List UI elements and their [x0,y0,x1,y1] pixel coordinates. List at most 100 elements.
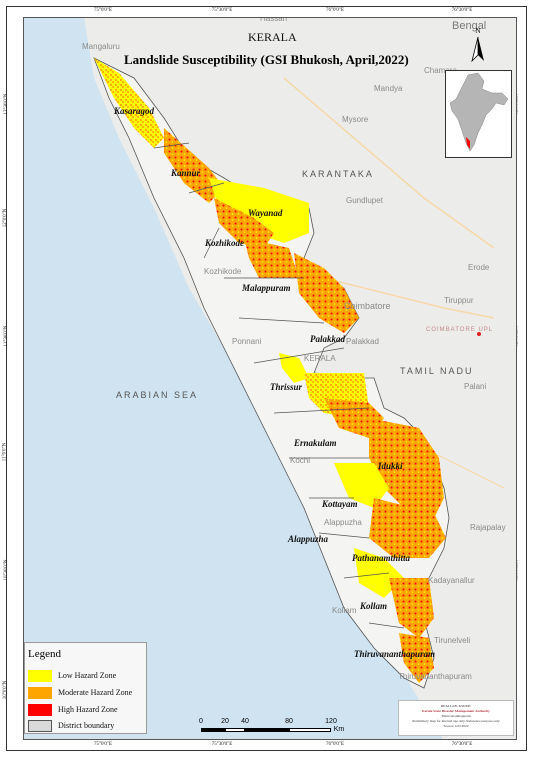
district-label-kannur: Kannur [171,168,201,178]
scale-label: 20 [221,718,229,725]
scale-segment [225,728,245,732]
label-karnataka: KARANTAKA [302,169,374,179]
legend-label: High Hazard Zone [58,705,118,714]
hazard-zone-kollam [389,578,434,638]
legend-label: District boundary [58,721,115,730]
lat-tick-left: 11°30'0"N [3,325,9,347]
label-ponnani: Ponnani [232,337,262,346]
legend-swatch-boundary [28,720,52,732]
district-label-wayanad: Wayanad [248,208,283,218]
credit-line: RKM LAB, KSDMC [440,704,472,708]
scale-label: 120 [325,718,337,725]
district-label-pathanamthitta: Pathanamthitta [352,553,411,563]
district-label-kollam: Kollam [360,601,388,611]
label-bengal: Bengal [452,20,487,32]
legend-swatch-high [28,704,52,716]
hazard-zone-kozhikode [244,238,299,278]
scale-segment [245,728,289,732]
map-svg [24,18,516,739]
lat-tick-left: 10°30'0"N [4,559,10,581]
label-mangaluru: Mangaluru [82,42,120,51]
legend-label: Low Hazard Zone [58,671,117,680]
lat-tick-left: 11°0'0"N [2,442,8,462]
north-arrow: N [470,27,486,65]
hazard-zone-palakkad [279,353,309,383]
district-label-ernakulam: Ernakulam [294,438,337,448]
legend-item-high: High Hazard Zone [28,704,146,716]
legend: Legend Low Hazard Zone Moderate Hazard Z… [24,642,147,734]
credit-block: RKM LAB, KSDMC Kerala State Disaster Man… [398,700,514,736]
lon-tick-top: 76°0'0"E [326,8,344,13]
lat-tick-left: 12°30'0"N [4,93,10,115]
lon-tick-bottom: 76°0'0"E [326,742,344,747]
lon-tick-top: 75°30'0"E [211,8,233,13]
lon-tick-top: 75°0'0"E [94,8,112,13]
scale-label: 80 [285,718,293,725]
hazard-zone-kasaragod [94,58,164,148]
district-boundaries [153,142,405,629]
scale-label: 0 [199,718,203,725]
district-label-alappuzha: Alappuzha [288,534,329,544]
label-kozhikode-bg: Kozhikode [204,267,242,276]
label-chamara: Chamara [424,66,457,75]
label-coimbatore-upl: COIMBATORE UPL [426,327,494,333]
map-region-title: KERALA [248,30,297,44]
credit-line: Preliminary map for internal use only. R… [412,719,500,723]
district-label-kozhikode: Kozhikode [205,238,245,248]
scale-unit: Km [333,726,345,733]
map-canvas[interactable]: Hassan Bengal Mangaluru Chamara Mandya M… [23,17,517,740]
label-mandya: Mandya [374,84,403,93]
lon-tick-bottom: 75°30'0"E [211,742,233,747]
scale-segment [201,728,225,732]
credit-org: Kerala State Disaster Management Authori… [422,709,490,713]
hazard-zone-kottayam [334,463,389,508]
credit-line: Source: GSI 2022 [443,724,469,728]
scale-label: 40 [241,718,249,725]
hazard-zone-kannur [164,128,224,203]
label-coimbatore: Coimbatore [344,301,391,311]
label-arabian-sea: ARABIAN SEA [116,390,199,400]
label-tirunelveli: Tirunelveli [434,636,471,645]
legend-item-low: Low Hazard Zone [28,670,146,682]
lat-tick-left: 12°0'0"N [2,208,8,228]
label-palani: Palani [464,382,487,391]
label-kollam-bg: Kollam [332,606,357,615]
lon-tick-bottom: 76°30'0"E [451,742,473,747]
label-kerala-bg: KERALA [304,354,336,363]
scale-segment [289,728,331,732]
label-rajapalay: Rajapalay [470,523,506,532]
district-label-palakkad: Palakkad [310,334,345,344]
india-outline-icon [449,72,509,152]
hazard-zone-wayanad [209,178,309,243]
map-title: Landslide Susceptibility (GSI Bhukosh, A… [124,52,409,67]
hazard-zone-wayanad-high [214,198,274,248]
road [323,277,495,319]
legend-swatch-moderate [28,687,52,699]
road [283,77,495,249]
lon-tick-top: 76°30'0"E [451,8,473,13]
label-thiruvananthapuram-bg: Thiruvananthapuram [398,672,472,681]
hazard-zone-idukki [369,418,444,518]
india-inset-map [445,70,512,158]
label-mysore: Mysore [342,115,369,124]
label-hassan: Hassan [260,17,288,23]
hazard-zone-malappuram [294,253,359,333]
label-tamil-nadu: TAMIL NADU [400,366,474,376]
label-tiruppur: Tiruppur [444,296,474,305]
legend-item-boundary: District boundary [28,720,146,732]
label-erode: Erode [468,263,490,272]
location-marker [477,332,481,336]
district-label-kottayam: Kottayam [322,499,358,509]
legend-item-moderate: Moderate Hazard Zone [28,687,146,699]
district-label-malappuram: Malappuram [242,283,291,293]
label-kadayanallur: Kadayanallur [428,576,475,585]
legend-title: Legend [28,648,61,660]
district-label-kasaragod: Kasaragod [114,106,155,116]
lon-tick-bottom: 75°0'0"E [94,742,112,747]
scale-bar: 0 20 40 80 120 Km [198,718,348,738]
credit-line: Thiruvananthapuram [441,714,471,718]
hazard-zone-thiruvananthapuram [399,633,434,683]
label-alappuzha-bg: Alappuzha [324,518,362,527]
kerala-outline [93,57,450,689]
district-label-thrissur: Thrissur [270,382,303,392]
